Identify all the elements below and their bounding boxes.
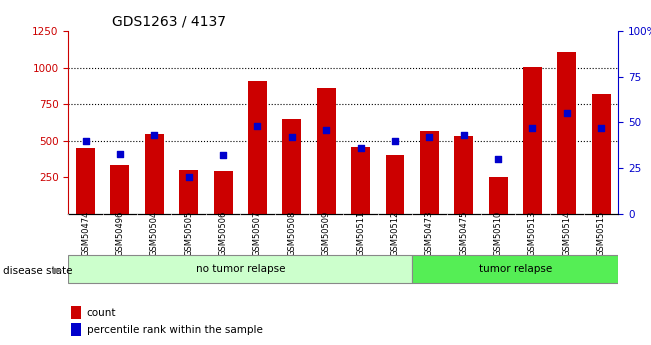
Bar	[71, 323, 81, 336]
Point	[115, 151, 125, 156]
Bar	[454, 136, 473, 214]
Text: count: count	[87, 308, 116, 317]
Bar	[179, 170, 198, 214]
Point	[562, 110, 572, 116]
Text: GSM50474: GSM50474	[81, 211, 90, 256]
Bar	[111, 165, 130, 214]
Text: GSM50496: GSM50496	[115, 211, 124, 256]
Bar	[351, 147, 370, 214]
Point	[596, 125, 607, 131]
Text: GSM50507: GSM50507	[253, 211, 262, 256]
Point	[184, 175, 194, 180]
FancyBboxPatch shape	[412, 255, 618, 283]
Bar	[385, 155, 404, 214]
Text: GDS1263 / 4137: GDS1263 / 4137	[113, 14, 227, 29]
Point	[355, 145, 366, 151]
Text: GSM50511: GSM50511	[356, 211, 365, 256]
Bar	[523, 67, 542, 214]
Text: GSM50512: GSM50512	[391, 211, 400, 256]
Text: percentile rank within the sample: percentile rank within the sample	[87, 325, 262, 335]
Point	[424, 134, 435, 140]
Bar	[214, 171, 232, 214]
Point	[321, 127, 331, 132]
Point	[286, 134, 297, 140]
Text: GSM50514: GSM50514	[562, 211, 572, 256]
Point	[80, 138, 90, 144]
Text: tumor relapse: tumor relapse	[478, 264, 552, 274]
FancyBboxPatch shape	[68, 255, 412, 283]
Bar	[76, 148, 95, 214]
Bar	[420, 130, 439, 214]
Text: GSM50475: GSM50475	[459, 211, 468, 256]
Text: GSM50504: GSM50504	[150, 211, 159, 256]
Text: no tumor relapse: no tumor relapse	[195, 264, 285, 274]
Point	[218, 152, 229, 158]
Bar	[145, 134, 164, 214]
Point	[458, 132, 469, 138]
Text: GSM50515: GSM50515	[597, 211, 606, 256]
Point	[527, 125, 538, 131]
Point	[252, 124, 262, 129]
Bar	[283, 119, 301, 214]
Text: disease state: disease state	[3, 266, 73, 276]
Point	[149, 132, 159, 138]
Bar	[592, 94, 611, 214]
Bar	[317, 88, 336, 214]
Point	[493, 156, 503, 162]
Bar	[557, 51, 576, 214]
Point	[390, 138, 400, 144]
Bar	[489, 177, 508, 214]
Text: GSM50509: GSM50509	[322, 211, 331, 256]
Bar	[248, 81, 267, 214]
Text: GSM50508: GSM50508	[287, 211, 296, 256]
Text: GSM50473: GSM50473	[425, 211, 434, 256]
Text: GSM50506: GSM50506	[219, 211, 228, 256]
Text: ►: ►	[53, 264, 62, 277]
Text: GSM50510: GSM50510	[493, 211, 503, 256]
Text: GSM50513: GSM50513	[528, 211, 537, 256]
Bar	[71, 306, 81, 319]
Text: GSM50505: GSM50505	[184, 211, 193, 256]
